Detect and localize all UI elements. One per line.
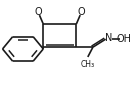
Text: OH: OH (116, 34, 131, 44)
Text: O: O (34, 7, 42, 17)
Text: CH₃: CH₃ (81, 60, 95, 69)
Text: N: N (105, 33, 112, 43)
Text: O: O (78, 7, 85, 17)
